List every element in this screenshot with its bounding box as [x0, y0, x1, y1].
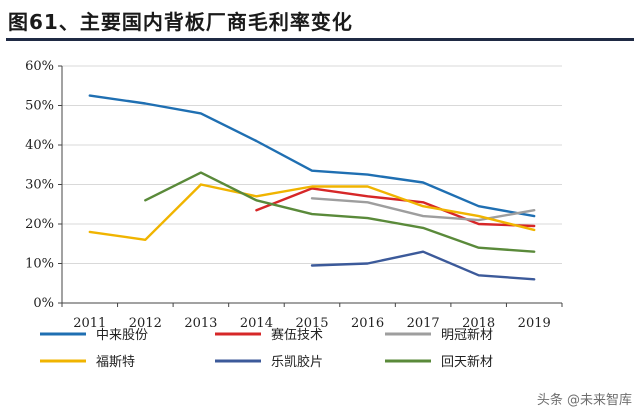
y-tick-label: 30% [25, 178, 54, 193]
series-line [88, 183, 536, 241]
x-tick-labels: 2011 2012 2013 2014 2015 2016 2017 2018 2019 [73, 316, 551, 331]
x-tick-label: 2013 [184, 316, 217, 331]
legend-label: 明冠新材 [441, 327, 493, 343]
title-underline [6, 38, 634, 41]
legend-label: 回天新材 [441, 354, 493, 370]
series-line [88, 94, 536, 218]
chart-title: 图61、主要国内背板厂商毛利率变化 [8, 10, 353, 34]
y-gridlines [62, 65, 562, 264]
y-tick-label: 50% [25, 99, 54, 114]
x-tick-label: 2018 [462, 316, 495, 331]
series-lines [88, 94, 536, 281]
y-tick-label: 40% [25, 138, 54, 153]
y-tick-label: 0% [33, 296, 54, 311]
series-line [310, 197, 536, 222]
watermark: 头条 @未来智库 [536, 393, 632, 408]
y-tick-label: 20% [25, 217, 54, 232]
x-tick-label: 2019 [518, 316, 551, 331]
x-tick-label: 2017 [407, 316, 440, 331]
axes [58, 65, 563, 307]
x-tick-label: 2011 [73, 316, 106, 331]
x-tick-label: 2014 [240, 316, 273, 331]
legend-label: 福斯特 [96, 355, 135, 370]
legend-label: 赛伍技术 [271, 327, 323, 343]
x-tick-label: 2012 [129, 316, 162, 331]
x-tick-label: 2015 [295, 316, 328, 331]
line-chart: 0%10%20%30%40%50%60% 2011 2012 2013 2014 201… [25, 59, 563, 370]
legend-label: 乐凯胶片 [271, 354, 323, 370]
y-tick-label: 60% [25, 59, 54, 74]
series-line [255, 187, 536, 228]
series-line [144, 171, 536, 253]
legend-label: 中来股份 [96, 328, 148, 343]
series-line [310, 250, 536, 281]
y-tick-labels: 0% 10% 20% 30% 40% 50% 60% [25, 59, 54, 311]
y-tick-label: 10% [25, 257, 54, 272]
x-tick-label: 2016 [351, 316, 384, 331]
